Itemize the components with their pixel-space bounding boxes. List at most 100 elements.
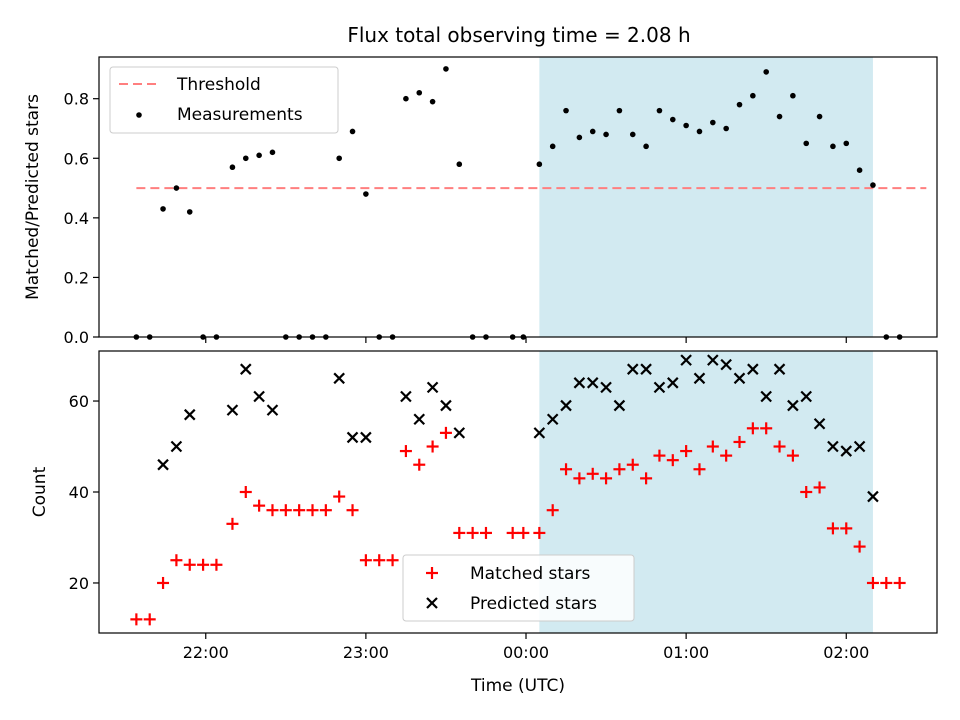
predicted-x-stroke-b xyxy=(747,363,759,375)
matched-star-point xyxy=(613,463,626,476)
matched-star-point xyxy=(333,490,346,503)
legend-matched-swatch xyxy=(426,567,438,579)
matched-star-point xyxy=(853,540,866,553)
predicted-star-point xyxy=(640,363,652,375)
measurement-point xyxy=(549,143,556,150)
predicted-x-stroke-b xyxy=(787,399,799,412)
predicted-x-stroke-b xyxy=(333,372,345,385)
matched-star-point xyxy=(453,526,466,539)
top-y-tick-label: 0.2 xyxy=(64,268,89,287)
bottom-y-tick-label: 20 xyxy=(69,574,89,593)
bottom-legend-box xyxy=(402,554,635,622)
predicted-star-point xyxy=(853,440,866,453)
predicted-x-stroke-b xyxy=(840,445,853,457)
measurement-point xyxy=(603,131,609,138)
matched-star-point xyxy=(170,554,183,567)
top-legend-box xyxy=(109,66,339,134)
predicted-x-stroke-b xyxy=(413,413,426,426)
matched-star-point xyxy=(826,522,839,535)
legend-matched-label: Matched stars xyxy=(470,564,590,584)
predicted-x-stroke-b xyxy=(573,377,586,389)
matched-star-point xyxy=(546,504,559,517)
measurement-point xyxy=(443,66,449,72)
predicted-star-point xyxy=(867,490,879,503)
predicted-x-stroke-b xyxy=(183,408,196,421)
matched-star-point xyxy=(253,499,266,512)
measurement-point xyxy=(173,185,180,191)
predicted-star-point xyxy=(827,440,839,453)
predicted-x-stroke-b xyxy=(827,440,839,453)
predicted-x-stroke-b xyxy=(586,377,599,389)
measurement-point xyxy=(776,113,783,120)
matched-star-point xyxy=(239,486,252,498)
matched-star-point xyxy=(293,504,306,517)
predicted-star-point xyxy=(667,377,679,389)
top-y-tick-label: 0.8 xyxy=(64,90,89,109)
predicted-x-stroke-b xyxy=(773,363,786,375)
predicted-x-stroke-b xyxy=(800,390,813,403)
legend-measurements-swatch xyxy=(136,112,142,118)
matched-star-point xyxy=(143,613,156,626)
predicted-x-stroke-b xyxy=(680,354,692,366)
matched-star-point xyxy=(680,445,693,458)
x-tick-label: 02:00 xyxy=(823,643,869,662)
matched-star-point xyxy=(426,440,439,453)
matched-star-point xyxy=(640,472,653,485)
matched-star-point xyxy=(210,558,223,571)
predicted-star-point xyxy=(170,440,183,453)
predicted-star-point xyxy=(773,363,786,375)
predicted-x-stroke-b xyxy=(266,404,279,416)
matched-star-point xyxy=(893,576,906,589)
predicted-star-point xyxy=(573,377,586,389)
x-tick-label: 22:00 xyxy=(183,643,229,662)
measurement-point xyxy=(683,122,689,129)
matched-star-point xyxy=(319,504,332,517)
predicted-x-stroke-b xyxy=(360,431,372,444)
predicted-star-point xyxy=(440,399,452,412)
predicted-star-point xyxy=(413,413,426,426)
matched-star-point xyxy=(226,517,239,530)
bottom-y-ticks: 20 40 60 xyxy=(69,392,99,593)
matched-star-point xyxy=(693,463,706,476)
top-y-tick-label: 0.0 xyxy=(64,328,89,347)
matched-star-point xyxy=(733,435,746,448)
bottom-y-tick-label: 60 xyxy=(69,392,89,411)
matched-star-point xyxy=(813,481,826,494)
predicted-star-point xyxy=(600,381,612,394)
predicted-x-stroke-b xyxy=(440,399,452,412)
matched-star-point xyxy=(653,449,666,462)
top-y-tick-label: 0.4 xyxy=(64,209,89,228)
matched-star-point xyxy=(306,504,319,517)
predicted-star-point xyxy=(183,408,196,421)
top-legend: Threshold Measurements xyxy=(109,66,339,134)
measurement-point xyxy=(656,107,663,114)
measurement-point xyxy=(856,167,863,173)
matched-star-point xyxy=(266,504,279,517)
matched-star-point xyxy=(800,486,813,498)
measurement-point xyxy=(229,164,236,171)
predicted-star-point xyxy=(360,431,372,444)
predicted-x-stroke-b xyxy=(667,377,679,389)
bottom-legend: Matched stars Predicted stars xyxy=(402,554,635,622)
measurement-point xyxy=(750,92,756,99)
predicted-star-point xyxy=(787,399,799,412)
measurement-point xyxy=(576,134,583,141)
predicted-star-point xyxy=(653,381,666,394)
matched-star-point xyxy=(466,526,479,539)
predicted-star-point xyxy=(266,404,279,416)
bottom-plot-frame xyxy=(98,350,938,634)
measurement-point xyxy=(589,128,596,135)
top-panel: 0.00.20.40.60.8 Matched/Predicted stars … xyxy=(23,56,938,347)
matched-star-point xyxy=(359,554,372,567)
matched-star-point xyxy=(626,458,639,471)
predicted-star-point xyxy=(840,445,853,457)
predicted-x-stroke-b xyxy=(760,390,772,403)
predicted-x-stroke-b xyxy=(707,354,719,366)
matched-star-point xyxy=(760,422,773,435)
predicted-x-stroke-b xyxy=(653,381,666,394)
predicted-star-point xyxy=(747,363,759,375)
predicted-star-point xyxy=(680,354,692,366)
measurement-point xyxy=(736,101,743,108)
predicted-star-point xyxy=(707,354,719,366)
matched-star-point xyxy=(517,526,530,539)
